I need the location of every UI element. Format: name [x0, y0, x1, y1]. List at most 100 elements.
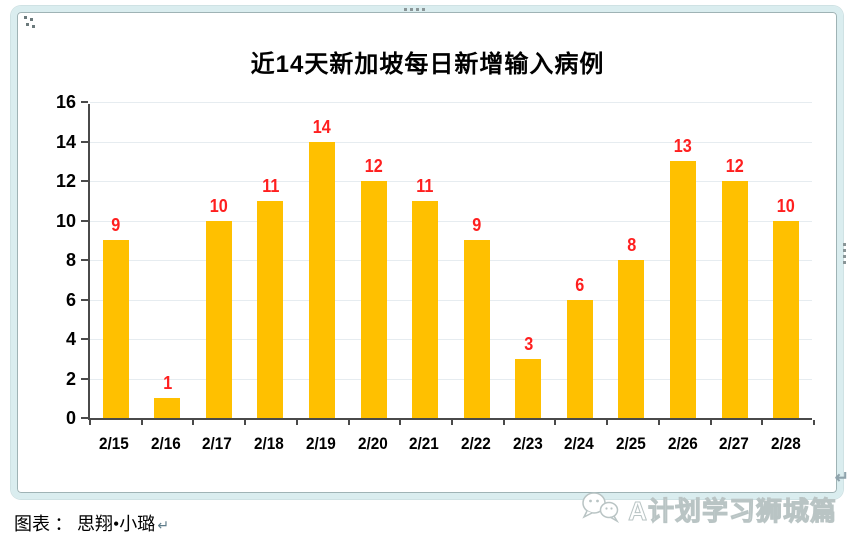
x-axis-tick [709, 420, 712, 425]
gridline [90, 181, 812, 182]
plot-area: 0 2 4 6 8 10 12 14 16 9 1 10 11 14 12 11 9 3 6 8 13 12 10 [56, 92, 815, 428]
x-axis-tick [606, 420, 609, 425]
x-axis-tick [140, 420, 143, 425]
bar-slot: 1 [142, 104, 194, 418]
bar-value-label: 10 [209, 195, 228, 216]
bar [669, 161, 696, 418]
x-axis-label: 2/17 [202, 434, 233, 453]
x-axis-tick [399, 420, 402, 425]
y-axis-tick [81, 101, 88, 103]
bar-value-label: 14 [313, 116, 332, 137]
x-axis-label: 2/22 [460, 434, 491, 453]
bar [154, 398, 181, 418]
y-axis-tick [81, 180, 88, 182]
x-axis-tick [192, 420, 195, 425]
credit-line: 图表 ： 思翔•小璐 ↵ [14, 510, 169, 536]
x-axis-label: 2/20 [357, 434, 388, 453]
bar [566, 299, 593, 418]
bar [309, 141, 336, 418]
x-axis-label: 2/18 [254, 434, 284, 453]
y-axis-tick [81, 219, 88, 222]
frame-right-handle[interactable] [843, 243, 846, 264]
bar-value-label: 12 [364, 156, 383, 176]
x-axis-tick [657, 420, 660, 425]
x-axis-tick [451, 420, 453, 425]
bar-value-label: 12 [725, 156, 744, 176]
line-break-mark: ↵ [834, 468, 849, 487]
y-axis-label: 14 [55, 131, 76, 152]
x-axis-tick [813, 420, 815, 425]
bar [257, 200, 284, 418]
bar-value-label: 11 [261, 175, 280, 196]
bar-value-label: 9 [472, 215, 482, 236]
x-axis-label: 2/26 [667, 434, 698, 453]
bar [102, 240, 129, 418]
x-axis-label: 2/24 [564, 434, 595, 453]
x-axis-tick [295, 420, 298, 425]
bar-slot: 9 [90, 104, 142, 418]
x-axis-tick [347, 420, 350, 425]
bar-series: 9 1 10 11 14 12 11 9 3 6 8 13 12 10 [90, 104, 812, 418]
bar [412, 200, 439, 418]
textbox-frame[interactable] [11, 6, 843, 499]
bar-slot: 3 [503, 104, 555, 418]
object-anchor-icon [24, 16, 36, 28]
gridline [90, 102, 812, 103]
wechat-icon [580, 490, 622, 529]
bar [721, 181, 748, 418]
gridline [90, 299, 812, 301]
x-axis-label: 2/16 [150, 434, 181, 453]
bar-slot: 14 [296, 104, 348, 418]
bar-slot: 12 [709, 104, 761, 418]
bar-value-label: 11 [416, 175, 434, 196]
y-axis-tick [81, 140, 88, 143]
x-axis-tick [244, 420, 247, 425]
x-axis-label: 2/28 [771, 434, 801, 453]
bar-value-label: 10 [777, 195, 796, 216]
y-axis-label: 4 [65, 329, 76, 349]
gridline [90, 339, 812, 340]
y-axis-tick [81, 298, 88, 301]
chart-title: 近14天新加坡每日新增输入病例 [250, 51, 605, 78]
bar-slot: 11 [399, 104, 451, 418]
x-axis-label: 2/25 [615, 434, 646, 453]
bar-slot: 6 [554, 104, 606, 418]
y-axis-label: 8 [65, 250, 76, 270]
bar-value-label: 13 [673, 136, 692, 157]
gridline [90, 260, 812, 261]
y-axis-label: 10 [55, 210, 76, 231]
y-axis-label: 16 [55, 92, 76, 112]
x-axis-tick [89, 420, 91, 425]
y-axis-tick [81, 259, 88, 261]
credit-text: 图表 ： 思翔•小璐 [14, 514, 156, 534]
bar [205, 220, 232, 418]
bar [463, 240, 490, 418]
bar-value-label: 6 [575, 274, 585, 295]
x-axis-label: 2/19 [305, 434, 336, 453]
paragraph-return-mark: ↵ [157, 519, 170, 534]
bar-value-label: 3 [523, 333, 533, 354]
y-axis-tick [81, 338, 88, 340]
bar [360, 181, 387, 418]
bar [515, 358, 542, 418]
bar-slot: 8 [606, 104, 658, 418]
y-axis-tick [81, 377, 88, 380]
y-axis-label: 2 [65, 368, 76, 389]
bar-slot: 10 [760, 104, 812, 418]
watermark-text: A计划学习狮城篇 [628, 496, 837, 527]
bar-slot: 13 [657, 104, 709, 418]
bar-value-label: 9 [111, 215, 121, 236]
bar-value-label: 1 [162, 373, 172, 394]
y-axis-tick [81, 417, 88, 419]
x-axis-label: 2/27 [719, 434, 750, 453]
x-axis-label: 2/21 [409, 434, 439, 453]
y-axis-label: 12 [55, 171, 76, 191]
bar-slot: 12 [348, 104, 400, 418]
gridline [90, 220, 812, 222]
bar [618, 260, 645, 418]
bar-slot: 11 [245, 104, 297, 418]
frame-top-handle[interactable] [404, 8, 425, 11]
y-axis-label: 0 [65, 408, 76, 428]
x-axis-labels: 2/15 2/16 2/17 2/18 2/19 2/20 2/21 2/22 2/23 2/24… [88, 434, 812, 454]
